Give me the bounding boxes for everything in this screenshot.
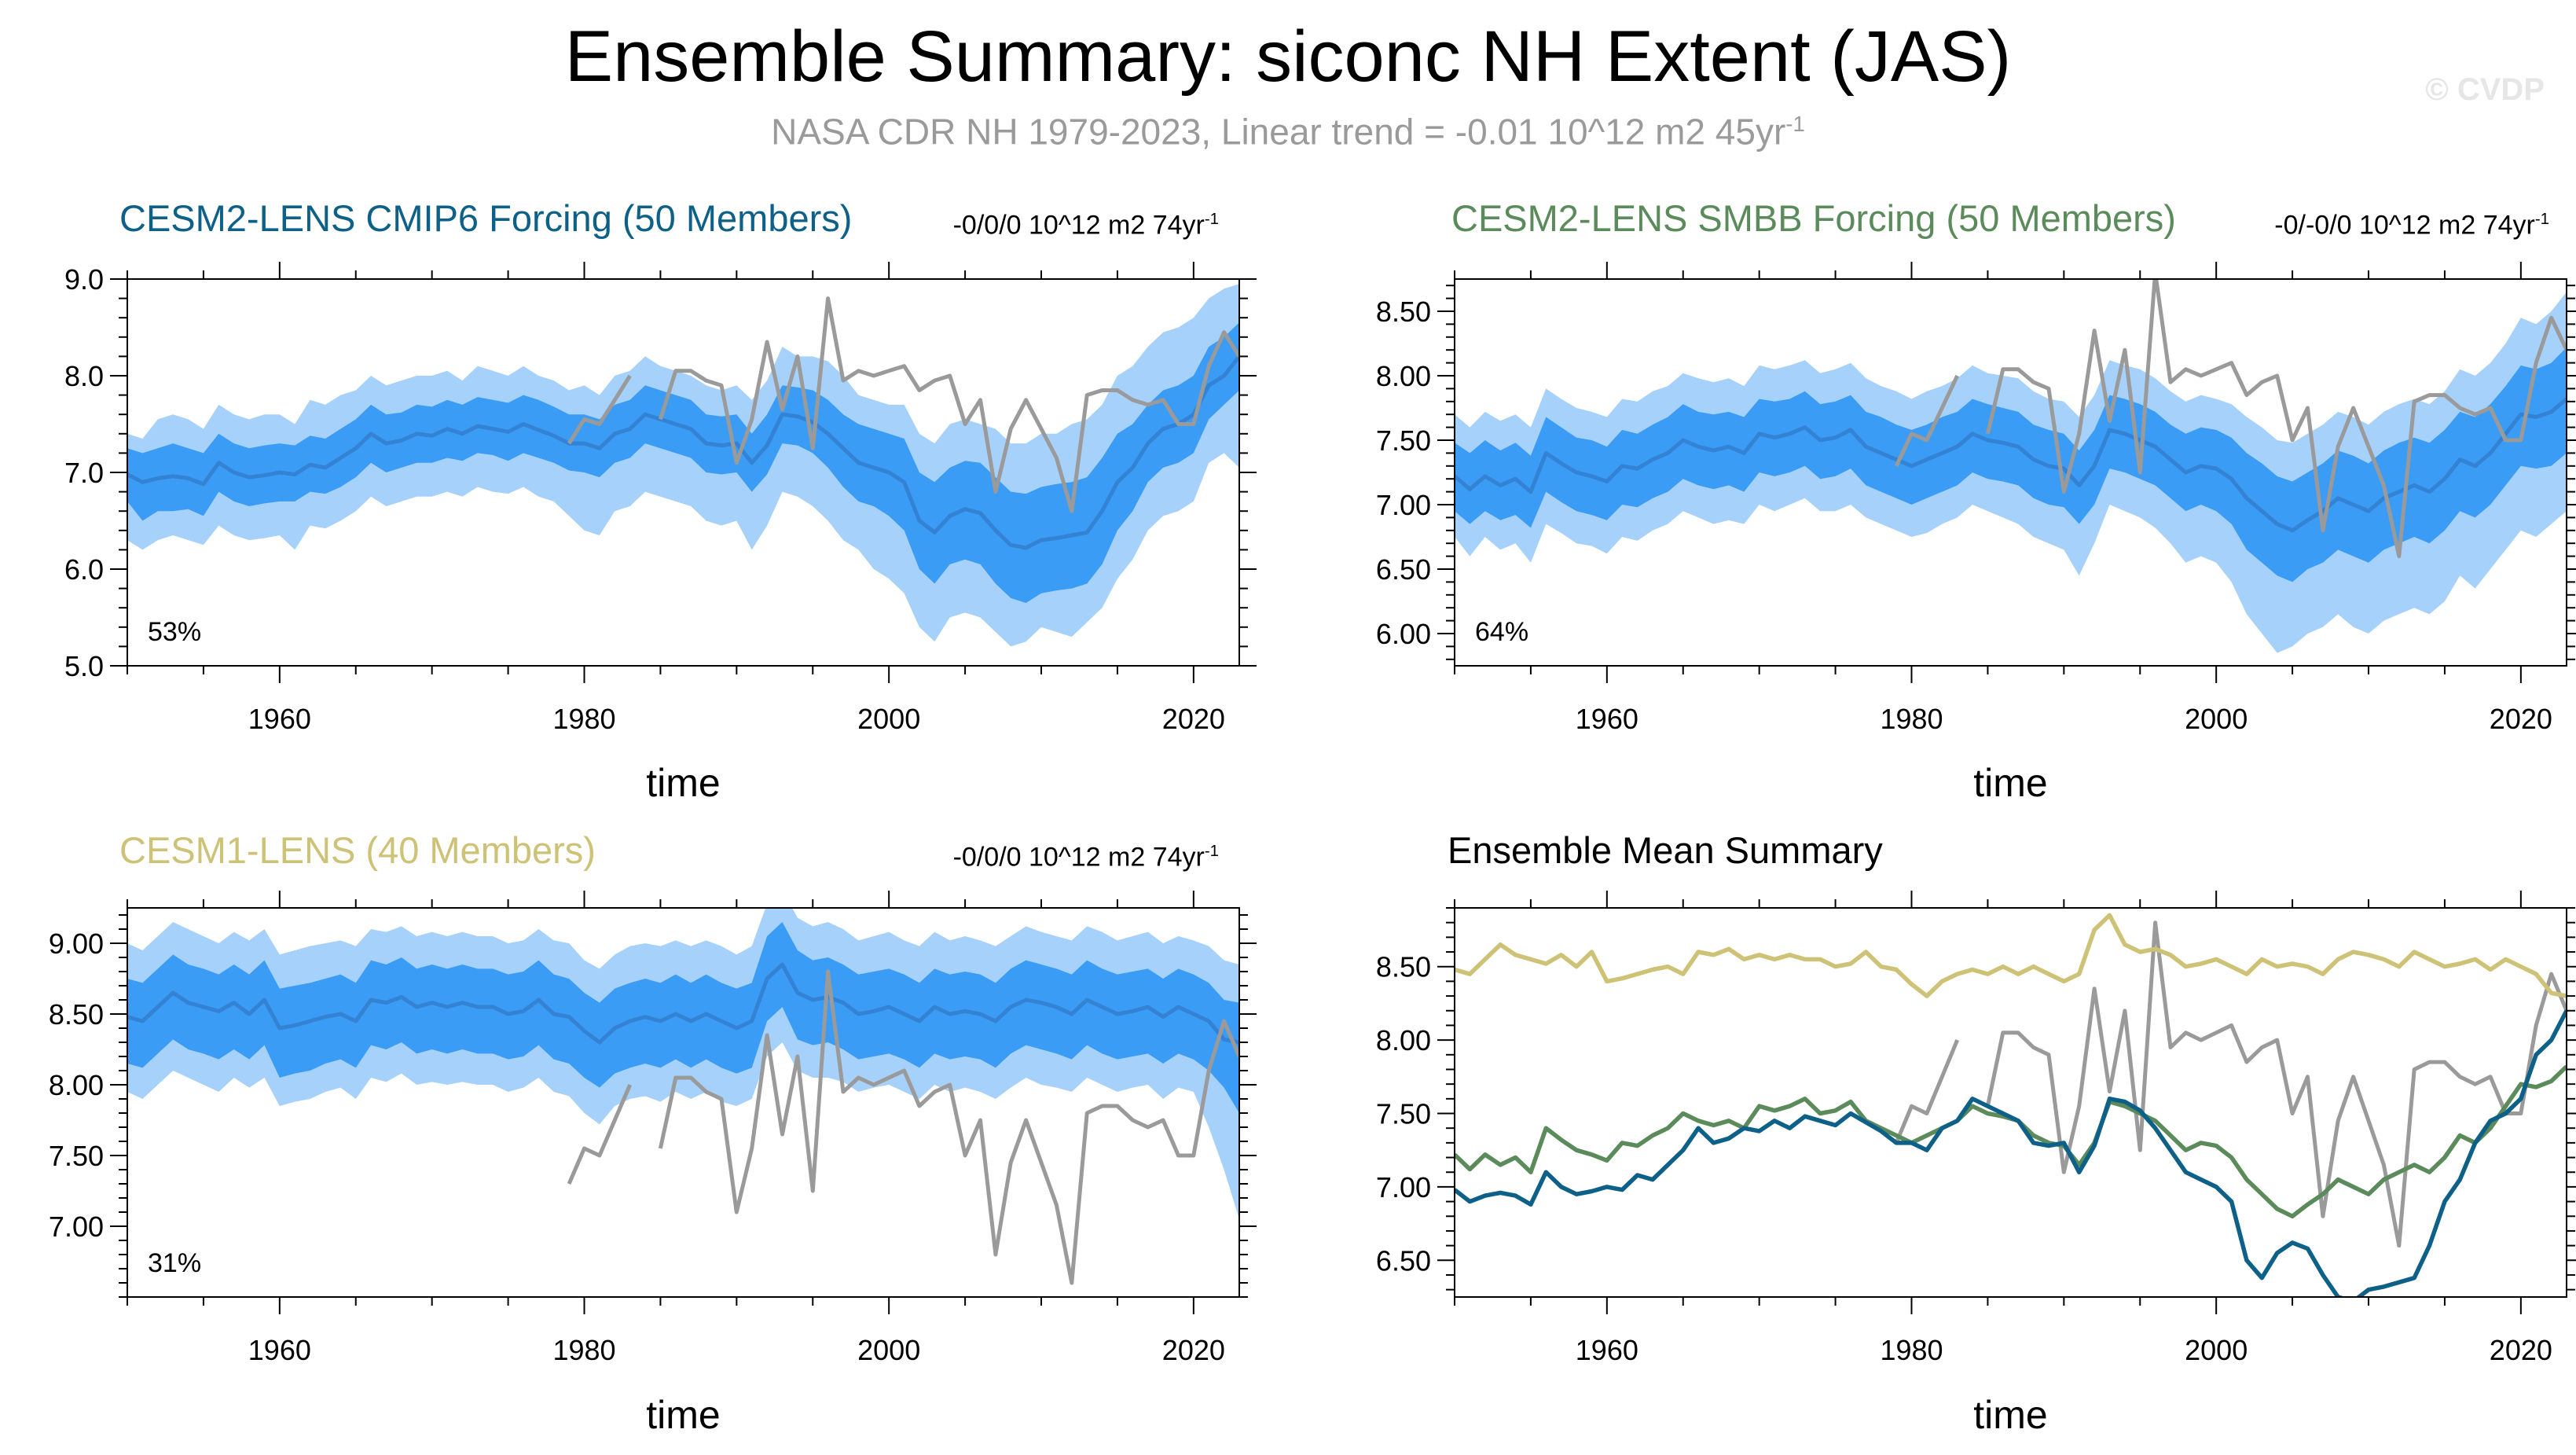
y-tick-label: 8.50 xyxy=(49,998,104,1031)
y-tick-label: 5.0 xyxy=(64,650,104,682)
trend-label-cesm1: -0/0/0 10^12 m2 74yr-1 xyxy=(953,833,1219,875)
figure-title: Ensemble Summary: siconc NH Extent (JAS) xyxy=(564,17,2012,97)
plot-frame xyxy=(127,907,1240,1298)
plot-frame xyxy=(1454,278,2567,667)
x-axis-title-cesm2-cmip6: time xyxy=(646,761,721,805)
figure-subtitle: NASA CDR NH 1979-2023, Linear trend = -0… xyxy=(0,101,2576,155)
y-tick-label: 8.0 xyxy=(64,360,104,392)
trend-text: -0/-0/0 10^12 m2 74yr xyxy=(2274,210,2535,241)
series-line-cesm2-smbb xyxy=(1455,1064,2567,1219)
y-tick-label: 7.00 xyxy=(1376,1171,1431,1203)
y-tick-label: 7.00 xyxy=(49,1211,104,1243)
plot-area xyxy=(1455,279,2567,653)
x-tick-label: 1960 xyxy=(248,703,311,735)
x-tick-label: 1980 xyxy=(1880,703,1943,735)
x-tick-label: 1960 xyxy=(248,1334,311,1366)
y-tick-label: 8.00 xyxy=(1376,1024,1431,1056)
y-tick-label: 8.50 xyxy=(1376,296,1431,328)
panel-cesm2-cmip6: 5.0 6.0 7.0 8.0 9.0 1960 1980 2000 2020 53% xyxy=(64,262,1257,735)
panel-title-cesm2-smbb: CESM2-LENS SMBB Forcing (50 Members) xyxy=(1451,197,2176,239)
plot-area xyxy=(1455,913,2567,1297)
y-tick-label: 6.0 xyxy=(64,553,104,586)
y-tick-label: 9.00 xyxy=(49,928,104,960)
series-line-cesm1 xyxy=(1455,913,2567,998)
x-tick-label: 2000 xyxy=(2185,703,2248,735)
x-tick-label: 2000 xyxy=(857,703,920,735)
trend-label-cesm2-smbb: -0/-0/0 10^12 m2 74yr-1 xyxy=(2274,201,2549,243)
x-tick-label: 1980 xyxy=(1880,1334,1943,1366)
x-tick-label: 2020 xyxy=(2490,1334,2552,1366)
subtitle-text: NASA CDR NH 1979-2023, Linear trend = -0… xyxy=(771,111,1786,152)
y-tick-label: 9.0 xyxy=(64,263,104,296)
observed-line xyxy=(1894,920,2567,1248)
panel-cesm1: 7.00 7.50 8.00 8.50 9.00 1960 1980 2000 2020 31% xyxy=(49,891,1257,1366)
x-tick-label: 1960 xyxy=(1576,703,1638,735)
percent-label: 31% xyxy=(148,1248,201,1278)
trend-superscript: -1 xyxy=(2534,211,2549,228)
trend-superscript: -1 xyxy=(1204,211,1219,228)
y-tick-label: 8.00 xyxy=(49,1069,104,1101)
x-axis-title-cesm2-smbb: time xyxy=(1973,761,2048,805)
x-axis-title-ensemble-mean: time xyxy=(1973,1393,2048,1437)
panel-cesm2-smbb: 6.00 6.50 7.00 7.50 8.00 8.50 1960 1980 2000 2020… xyxy=(1376,262,2576,735)
panel-title-cesm1: CESM1-LENS (40 Members) xyxy=(119,829,596,871)
plot-area xyxy=(127,284,1239,647)
x-tick-label: 2000 xyxy=(2185,1334,2248,1366)
y-tick-label: 8.50 xyxy=(1376,951,1431,983)
x-tick-label: 1980 xyxy=(552,703,615,735)
y-tick-label: 7.50 xyxy=(49,1140,104,1172)
panel-ensemble-mean: 6.50 7.00 7.50 8.00 8.50 1960 1980 2000 2020 xyxy=(1376,891,2576,1366)
x-tick-label: 2000 xyxy=(857,1334,920,1366)
x-axis-title-cesm1: time xyxy=(646,1393,721,1437)
panel-title-cesm2-cmip6: CESM2-LENS CMIP6 Forcing (50 Members) xyxy=(119,197,853,239)
x-tick-label: 2020 xyxy=(2490,703,2552,735)
y-tick-label: 7.50 xyxy=(1376,424,1431,457)
x-tick-label: 1960 xyxy=(1576,1334,1638,1366)
plot-frame xyxy=(1454,907,2567,1298)
ensemble-mean-line xyxy=(127,962,1239,1045)
y-tick-label: 6.00 xyxy=(1376,618,1431,650)
percent-label: 64% xyxy=(1475,617,1528,647)
y-tick-label: 7.00 xyxy=(1376,489,1431,521)
trend-superscript: -1 xyxy=(1204,843,1219,860)
y-tick-label: 7.50 xyxy=(1376,1098,1431,1130)
trend-text: -0/0/0 10^12 m2 74yr xyxy=(952,842,1205,873)
x-tick-label: 1980 xyxy=(552,1334,615,1366)
observed-line xyxy=(567,969,1239,1285)
trend-text: -0/0/0 10^12 m2 74yr xyxy=(952,210,1205,241)
y-tick-label: 7.0 xyxy=(64,457,104,489)
ensemble-mean-line xyxy=(1455,397,2567,533)
subtitle-superscript: -1 xyxy=(1785,112,1805,136)
plot-area xyxy=(127,908,1239,1285)
trend-label-cesm2-cmip6: -0/0/0 10^12 m2 74yr-1 xyxy=(953,201,1219,243)
percent-label: 53% xyxy=(148,617,201,647)
observed-line xyxy=(1894,279,2567,559)
y-tick-label: 6.50 xyxy=(1376,1244,1431,1277)
panel-title-ensemble-mean: Ensemble Mean Summary xyxy=(1448,829,1883,871)
x-tick-label: 2020 xyxy=(1162,1334,1225,1366)
y-tick-label: 6.50 xyxy=(1376,553,1431,586)
x-tick-label: 2020 xyxy=(1162,703,1225,735)
ensemble-mean-line xyxy=(127,355,1239,550)
y-tick-label: 8.00 xyxy=(1376,360,1431,392)
inner-spread-band xyxy=(127,322,1239,603)
observed-line xyxy=(567,296,1239,513)
inner-spread-band xyxy=(1455,347,2567,582)
series-line-cesm2-cmip6 xyxy=(1455,1009,2567,1297)
watermark: © CVDP xyxy=(2425,72,2545,107)
